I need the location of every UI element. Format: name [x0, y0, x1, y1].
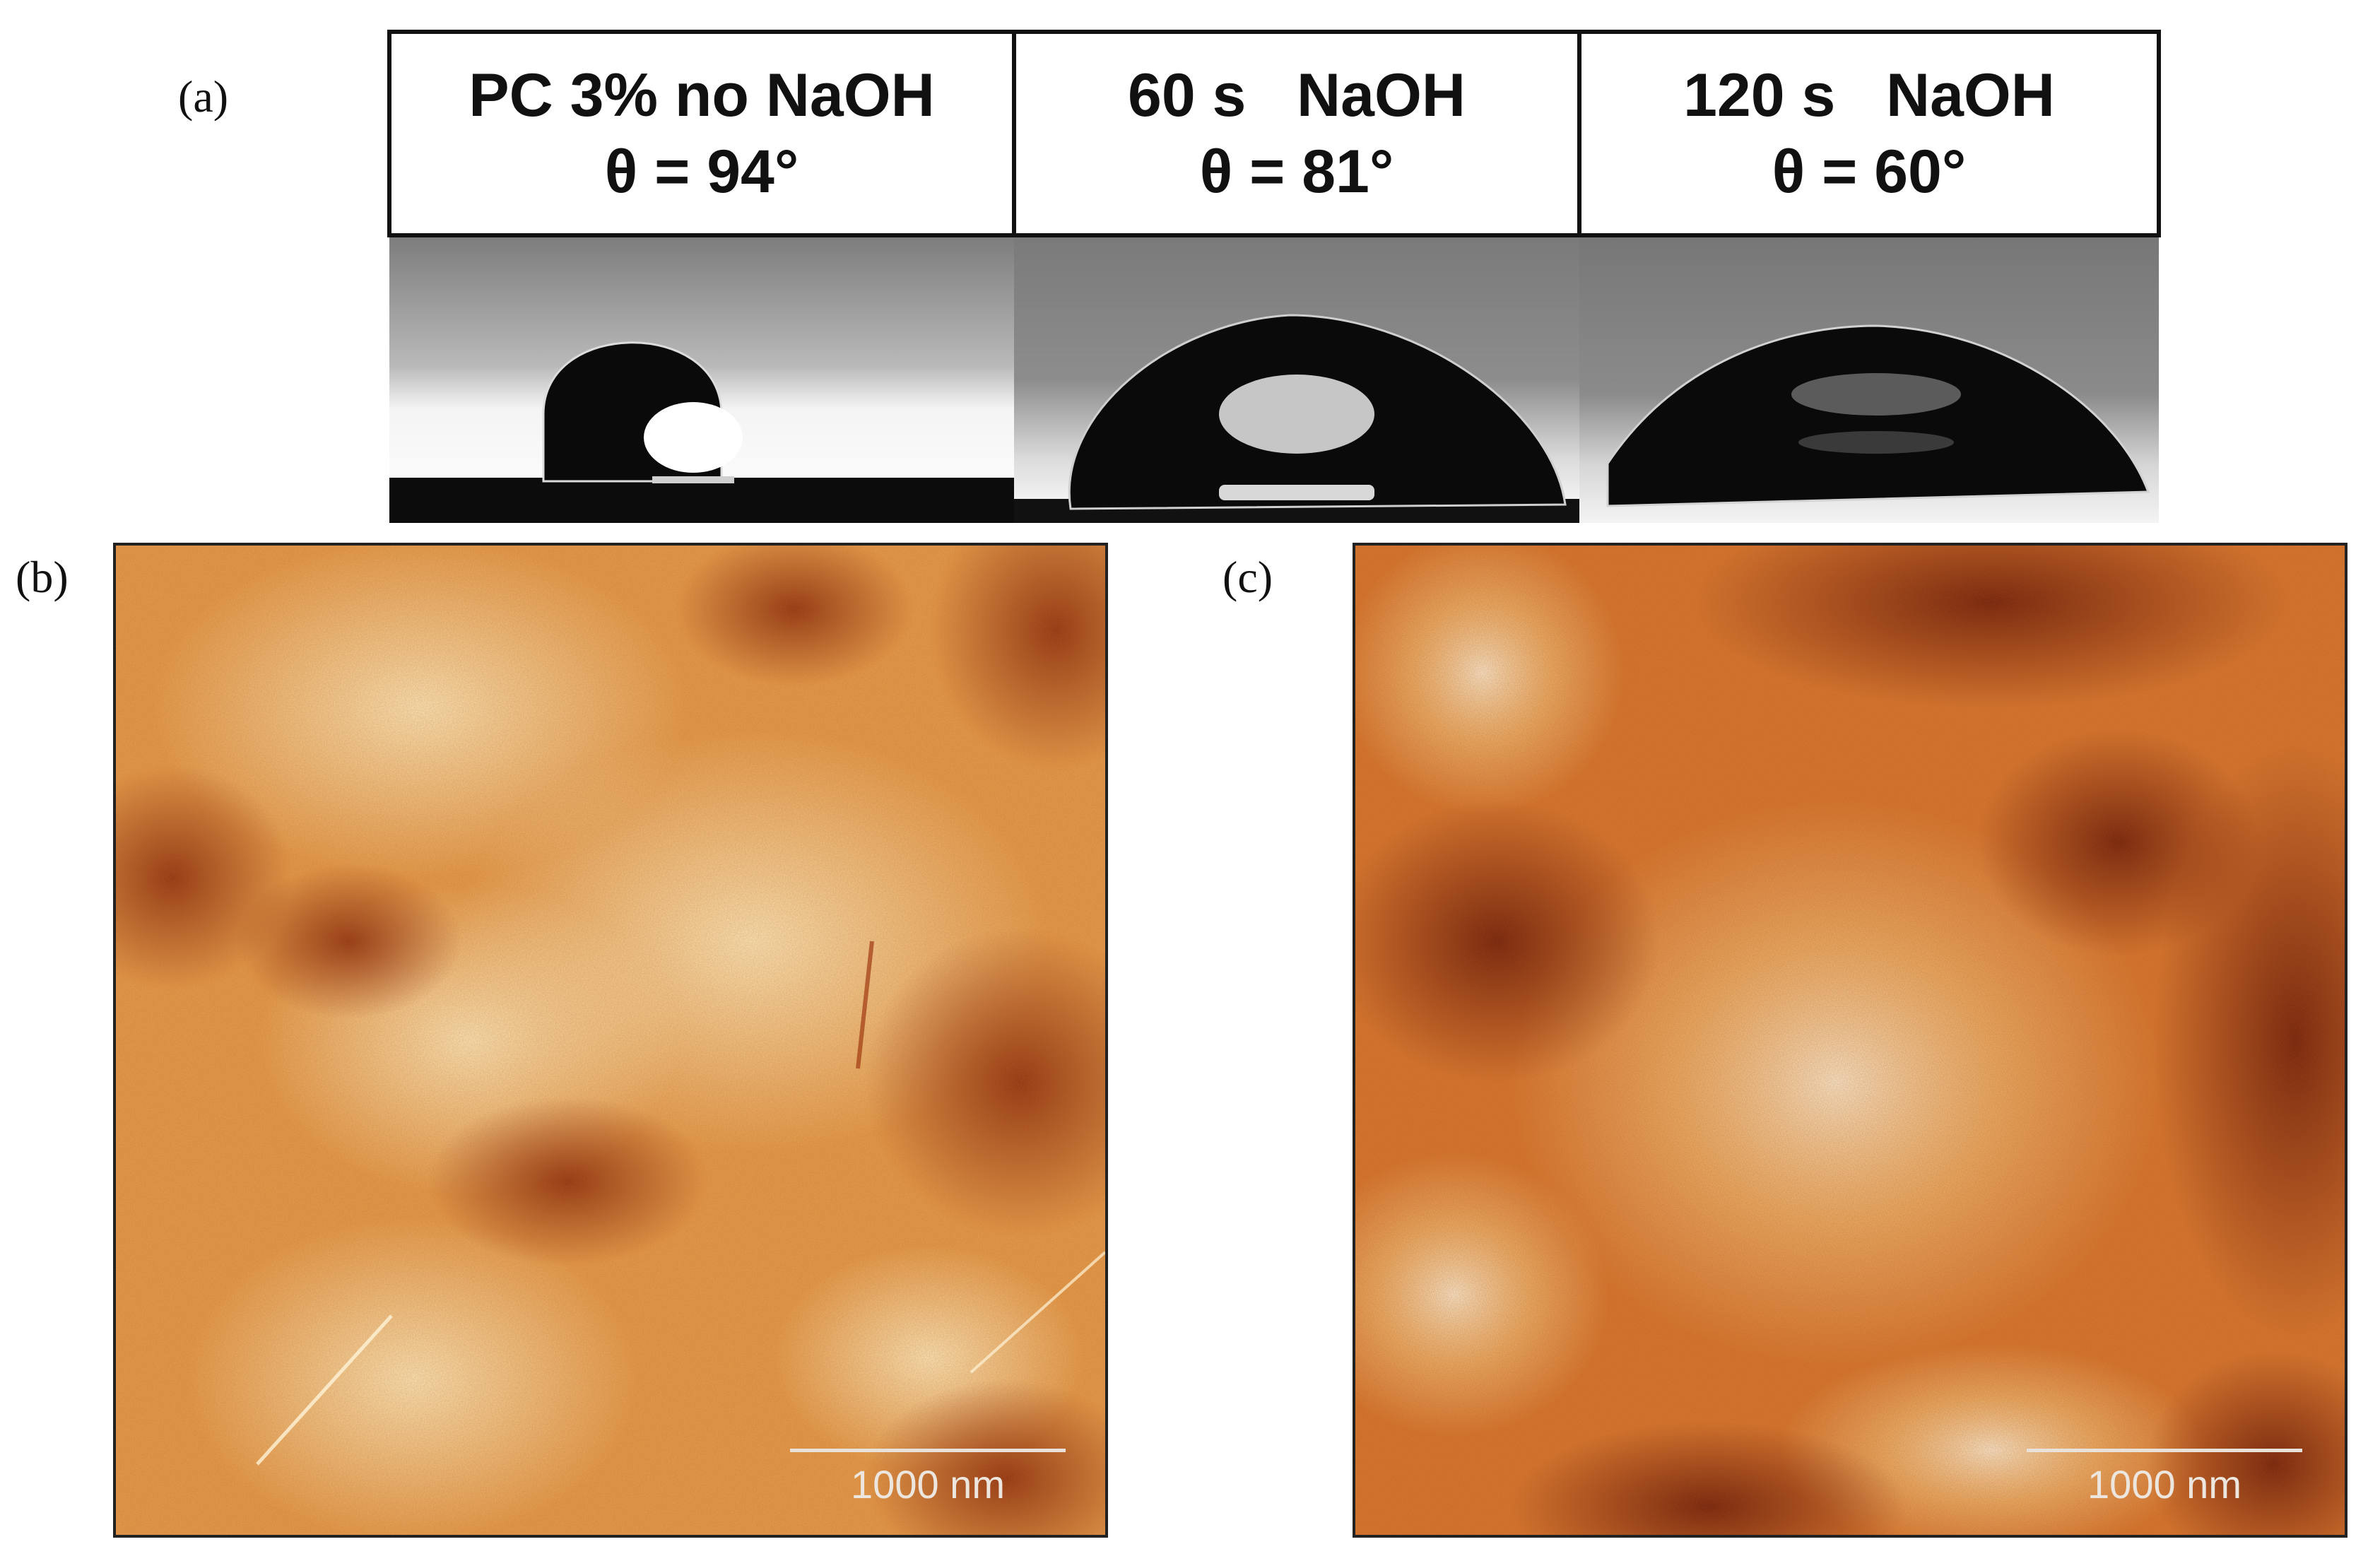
afm-image-b: 1000 nm — [113, 543, 1108, 1538]
droplet-image-60s — [1014, 237, 1579, 523]
panel-c-label: (c) — [1223, 552, 1273, 602]
scale-bar-label-c: 1000 nm — [2087, 1462, 2241, 1507]
scale-bar-b — [790, 1449, 1066, 1452]
droplet-image-120s — [1579, 237, 2159, 523]
panel-b-label: (b) — [16, 552, 69, 602]
header-contact-angle: θ = 60° — [1772, 138, 1967, 206]
header-box-120s: 120 s NaOH θ = 60° — [1577, 30, 2161, 237]
droplet-image-no-naoh — [389, 237, 1014, 523]
header-condition: 120 s NaOH — [1683, 61, 2055, 129]
panel-a-label: (a) — [178, 71, 229, 122]
scale-bar-c — [2027, 1449, 2302, 1452]
header-contact-angle: θ = 94° — [604, 138, 799, 206]
scale-bar-label-b: 1000 nm — [851, 1462, 1005, 1507]
header-condition: PC 3% no NaOH — [469, 61, 935, 129]
header-box-60s: 60 s NaOH θ = 81° — [1012, 30, 1581, 237]
header-condition: 60 s NaOH — [1128, 61, 1466, 129]
afm-image-c: 1000 nm — [1353, 543, 2347, 1538]
header-box-no-naoh: PC 3% no NaOH θ = 94° — [387, 30, 1016, 237]
header-contact-angle: θ = 81° — [1199, 138, 1394, 206]
